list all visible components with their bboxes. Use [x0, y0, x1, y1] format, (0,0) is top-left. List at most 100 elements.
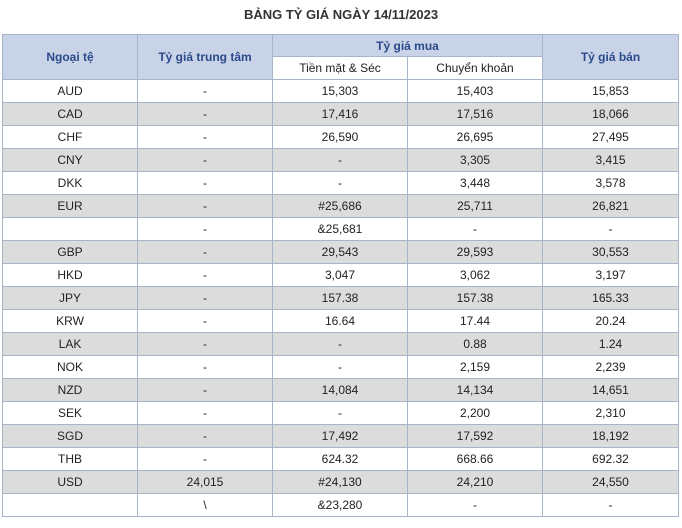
table-row: THB -624.32 668.66 692.32: [2, 447, 679, 471]
cell-sell-rate: 26,821: [542, 194, 679, 218]
cell-currency: USD: [2, 470, 138, 494]
cell-buy-cash: 14,084: [272, 378, 408, 402]
cell-buy-cash: #25,686: [272, 194, 408, 218]
cell-buy-transfer: 3,305: [407, 148, 543, 172]
cell-buy-cash: -: [272, 401, 408, 425]
cell-central-rate: -: [137, 332, 273, 356]
cell-buy-transfer: 3,062: [407, 263, 543, 287]
cell-currency: HKD: [2, 263, 138, 287]
exchange-rate-table: Ngoại tệ Tỷ giá trung tâm Tỷ giá mua Tỷ …: [2, 34, 679, 517]
cell-currency: [2, 217, 138, 241]
table-row: \ &23,280- -: [2, 493, 679, 517]
cell-sell-rate: -: [542, 217, 679, 241]
cell-buy-transfer: 668.66: [407, 447, 543, 471]
cell-sell-rate: 3,578: [542, 171, 679, 195]
cell-central-rate: -: [137, 309, 273, 333]
cell-currency: GBP: [2, 240, 138, 264]
cell-central-rate: -: [137, 355, 273, 379]
table-row: SEK - -2,200 2,310: [2, 401, 679, 425]
cell-sell-rate: 2,239: [542, 355, 679, 379]
cell-currency: [2, 493, 138, 517]
cell-currency: KRW: [2, 309, 138, 333]
cell-buy-cash: #24,130: [272, 470, 408, 494]
cell-currency: THB: [2, 447, 138, 471]
cell-buy-cash: 157.38: [272, 286, 408, 310]
cell-sell-rate: 1.24: [542, 332, 679, 356]
cell-central-rate: -: [137, 148, 273, 172]
cell-buy-cash: -: [272, 355, 408, 379]
cell-central-rate: -: [137, 125, 273, 149]
cell-sell-rate: 18,066: [542, 102, 679, 126]
table-row: KRW -16.64 17.44 20.24: [2, 309, 679, 333]
cell-currency: LAK: [2, 332, 138, 356]
cell-buy-cash: &23,280: [272, 493, 408, 517]
table-row: USD 24,015 #24,130 24,210 24,550: [2, 470, 679, 494]
cell-central-rate: -: [137, 424, 273, 448]
cell-currency: CHF: [2, 125, 138, 149]
header-sell-rate: Tỷ giá bán: [542, 34, 679, 80]
cell-currency: SGD: [2, 424, 138, 448]
cell-buy-transfer: -: [407, 217, 543, 241]
cell-buy-cash: 3,047: [272, 263, 408, 287]
cell-currency: CNY: [2, 148, 138, 172]
cell-sell-rate: 30,553: [542, 240, 679, 264]
cell-currency: SEK: [2, 401, 138, 425]
table-row: CNY - -3,305 3,415: [2, 148, 679, 172]
cell-sell-rate: 3,415: [542, 148, 679, 172]
cell-buy-transfer: 2,159: [407, 355, 543, 379]
cell-buy-cash: 17,416: [272, 102, 408, 126]
cell-buy-cash: 624.32: [272, 447, 408, 471]
cell-buy-transfer: 17,592: [407, 424, 543, 448]
cell-central-rate: -: [137, 217, 273, 241]
cell-sell-rate: 165.33: [542, 286, 679, 310]
cell-sell-rate: 14,651: [542, 378, 679, 402]
cell-sell-rate: 18,192: [542, 424, 679, 448]
cell-buy-cash: -: [272, 171, 408, 195]
cell-buy-cash: -: [272, 332, 408, 356]
table-row: NOK - -2,159 2,239: [2, 355, 679, 379]
cell-currency: CAD: [2, 102, 138, 126]
cell-buy-transfer: 29,593: [407, 240, 543, 264]
cell-buy-transfer: 26,695: [407, 125, 543, 149]
cell-buy-transfer: 2,200: [407, 401, 543, 425]
cell-sell-rate: 24,550: [542, 470, 679, 494]
table-row: JPY -157.38 157.38 165.33: [2, 286, 679, 310]
cell-currency: NOK: [2, 355, 138, 379]
cell-buy-transfer: 3,448: [407, 171, 543, 195]
cell-central-rate: \: [137, 493, 273, 517]
table-row: LAK - -0.88 1.24: [2, 332, 679, 356]
cell-central-rate: 24,015: [137, 470, 273, 494]
cell-buy-cash: 15,303: [272, 79, 408, 103]
header-currency: Ngoại tệ: [2, 34, 138, 80]
cell-buy-cash: 26,590: [272, 125, 408, 149]
table-row: DKK - -3,448 3,578: [2, 171, 679, 195]
cell-central-rate: -: [137, 240, 273, 264]
header-buy-cash: Tiền mặt & Séc: [272, 56, 408, 80]
rate-rows: AUD -15,303 15,403 15,853 CAD -17,416 17,516 18…: [2, 79, 679, 517]
header-buy-transfer: Chuyển khoản: [407, 56, 543, 80]
cell-buy-transfer: 157.38: [407, 286, 543, 310]
cell-buy-transfer: 24,210: [407, 470, 543, 494]
cell-sell-rate: -: [542, 493, 679, 517]
cell-buy-cash: -: [272, 148, 408, 172]
cell-central-rate: -: [137, 171, 273, 195]
cell-currency: AUD: [2, 79, 138, 103]
table-row: - &25,681- -: [2, 217, 679, 241]
cell-central-rate: -: [137, 79, 273, 103]
cell-sell-rate: 20.24: [542, 309, 679, 333]
cell-currency: JPY: [2, 286, 138, 310]
cell-buy-transfer: -: [407, 493, 543, 517]
cell-central-rate: -: [137, 194, 273, 218]
cell-currency: NZD: [2, 378, 138, 402]
cell-buy-transfer: 17.44: [407, 309, 543, 333]
header-buy-rate: Tỷ giá mua: [272, 34, 543, 57]
cell-buy-cash: 16.64: [272, 309, 408, 333]
cell-buy-transfer: 0.88: [407, 332, 543, 356]
table-row: EUR - #25,686 25,711 26,821: [2, 194, 679, 218]
cell-sell-rate: 27,495: [542, 125, 679, 149]
cell-buy-transfer: 15,403: [407, 79, 543, 103]
cell-central-rate: -: [137, 102, 273, 126]
page-title: BẢNG TỶ GIÁ NGÀY 14/11/2023: [243, 7, 439, 22]
table-row: NZD -14,084 14,134 14,651: [2, 378, 679, 402]
cell-buy-transfer: 14,134: [407, 378, 543, 402]
